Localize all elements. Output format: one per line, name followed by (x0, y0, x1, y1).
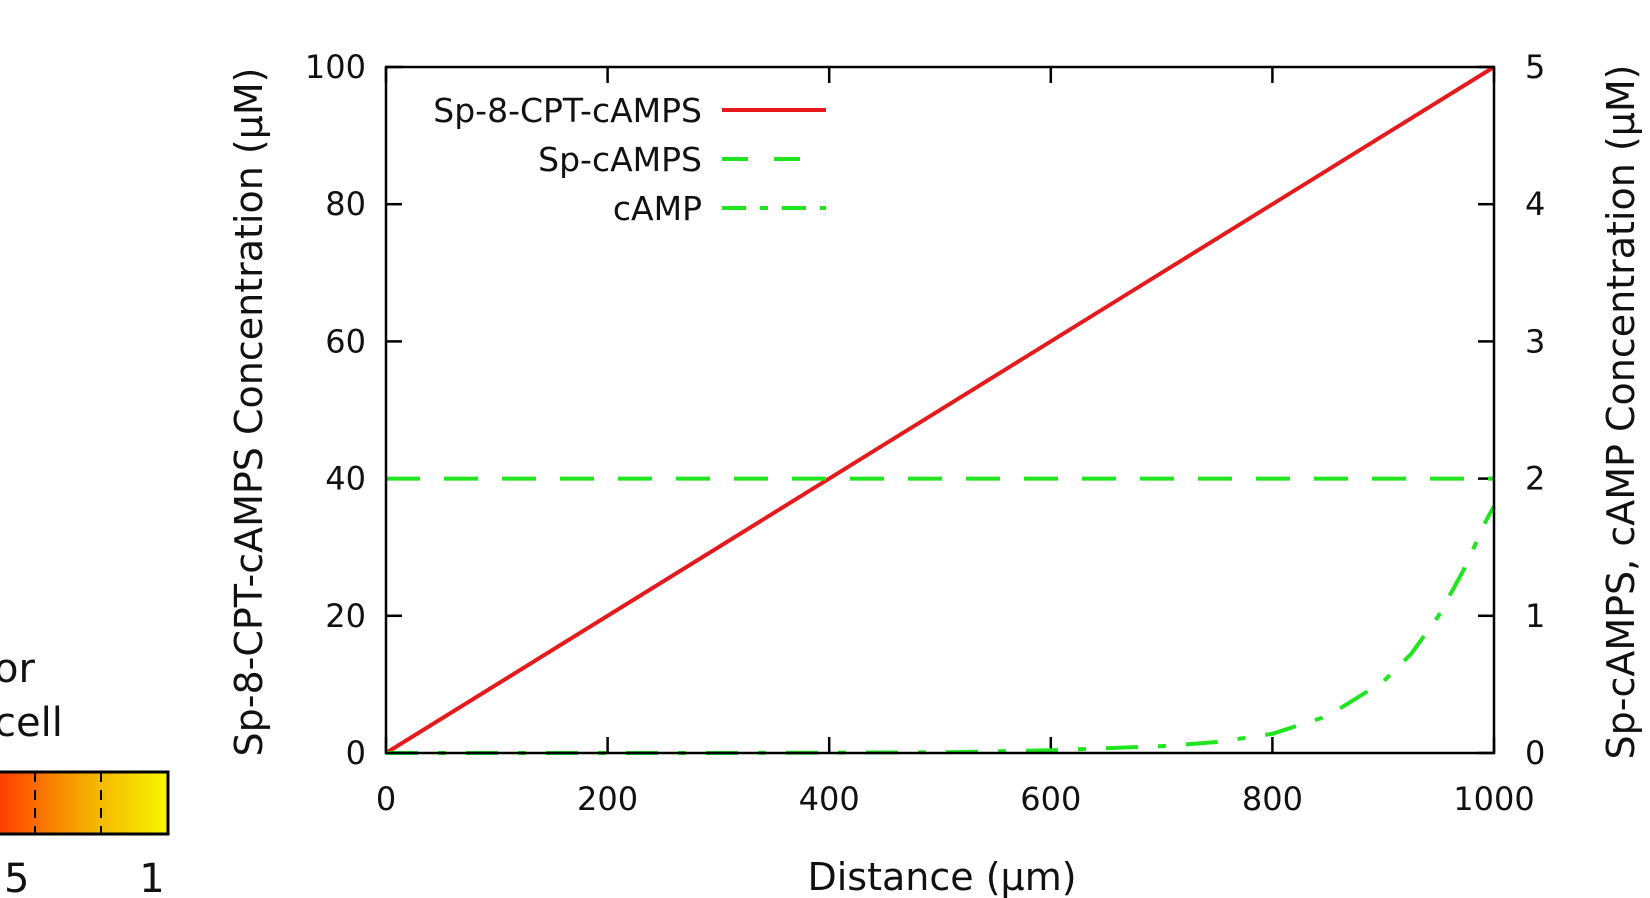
y-left-tick-label: 20 (325, 597, 366, 635)
y-left-tick-label: 100 (305, 48, 366, 86)
y-right-tick-label: 4 (1525, 185, 1545, 223)
series-line-sp-8-cpt-camps (384, 65, 1496, 755)
legend: Sp-8-CPT-cAMPS Sp-cAMPS cAMP (433, 91, 826, 228)
y-axis-title-left: Sp-8-CPT-cAMPS Concentration (μM) (227, 67, 271, 756)
series-line-camp (386, 505, 1496, 755)
x-tick-label: 1000 (1453, 780, 1534, 818)
x-tick-label: 400 (799, 780, 860, 818)
plot-frame (384, 65, 1496, 755)
colorbar-label-line1: or (0, 646, 35, 692)
y-right-tick-label: 3 (1525, 322, 1545, 360)
legend-label: Sp-cAMPS (538, 140, 702, 179)
y-left-tick-label: 80 (325, 185, 366, 223)
y-left-tick-label: 60 (325, 322, 366, 360)
colorbar-bar (0, 770, 170, 836)
y-right-tick-label: 0 (1525, 734, 1545, 772)
colorbar-tick-label: 5 (4, 856, 29, 898)
x-axis-title: Distance (μm) (807, 855, 1076, 898)
y-left-tick-label: 40 (325, 460, 366, 498)
legend-label: Sp-8-CPT-cAMPS (433, 91, 702, 130)
y-right-tick-label: 1 (1525, 597, 1545, 635)
y-left-tick-label: 0 (346, 734, 366, 772)
x-tick-label: 0 (376, 780, 396, 818)
colorbar-fragment: or cell 5 1 (0, 646, 170, 898)
y-axis-title-right: Sp-cAMPS, cAMP Concentration (μM) (1599, 64, 1643, 759)
y-right-tick-label: 5 (1525, 48, 1545, 86)
y-right-tick-label: 2 (1525, 460, 1545, 498)
x-tick-label: 800 (1242, 780, 1303, 818)
x-tick-label: 600 (1020, 780, 1081, 818)
colorbar-tick-label: 1 (139, 856, 164, 898)
legend-label: cAMP (613, 189, 702, 228)
x-tick-label: 200 (577, 780, 638, 818)
colorbar-label-line2: cell (0, 700, 63, 746)
